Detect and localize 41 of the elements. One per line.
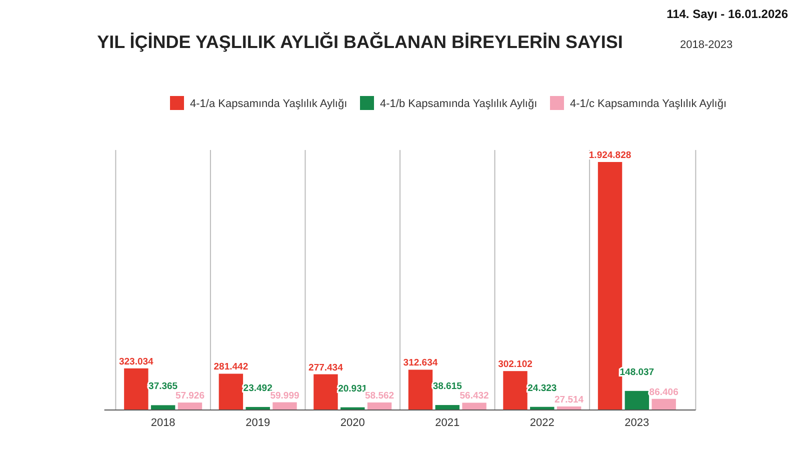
bar [408,370,433,410]
bar [624,390,650,410]
x-tick-label: 2018 [150,417,176,429]
legend-label: 4-1/c Kapsamında Yaşlılık Aylığı [570,98,727,110]
legend-label: 4-1/b Kapsamında Yaşlılık Aylığı [380,98,538,110]
data-label: 323.034 [118,356,154,368]
bar [314,374,338,410]
x-tick-label: 2023 [624,417,650,429]
data-label: 23.492 [243,382,272,394]
bar [218,374,244,410]
x-tick-label: 2021 [435,417,460,429]
bar [435,405,460,410]
data-label: 56.432 [460,390,489,402]
bar [150,405,176,410]
data-label: 27.514 [554,394,584,406]
data-label: 59.999 [270,390,300,402]
bar [652,398,676,410]
data-label: 302.102 [498,359,532,370]
legend-label: 4-1/a Kapsamında Yaşlılık Aylığı [190,98,348,110]
text: 114. Sayı - 16.01.2026 [666,7,788,21]
data-label: 57.926 [175,390,205,402]
x-tick-label: 2022 [530,417,554,429]
bar [462,402,486,410]
data-label: 281.442 [214,362,248,373]
data-label: 38.615 [432,381,463,392]
bar [178,402,202,410]
chart-title: YIL İÇİNDE YAŞLILIK AYLIĞI BAĞLANAN BİREYLERİN SAYISI [97,32,623,52]
bar [124,368,148,410]
data-label: 312.634 [403,358,438,369]
data-label: 1.924.828 [588,150,632,161]
bar [503,371,528,410]
data-label: 58.562 [364,390,394,402]
x-tick-label: 2019 [246,417,270,429]
data-label: 277.434 [308,362,344,374]
data-label: 37.365 [148,381,178,392]
bar [272,402,297,410]
chart-subtitle: 2018-2023 [680,39,733,51]
x-tick-label: 2020 [340,417,365,429]
bar [367,402,392,410]
data-label: 86.406 [649,386,678,398]
data-label: 24.323 [528,382,557,394]
